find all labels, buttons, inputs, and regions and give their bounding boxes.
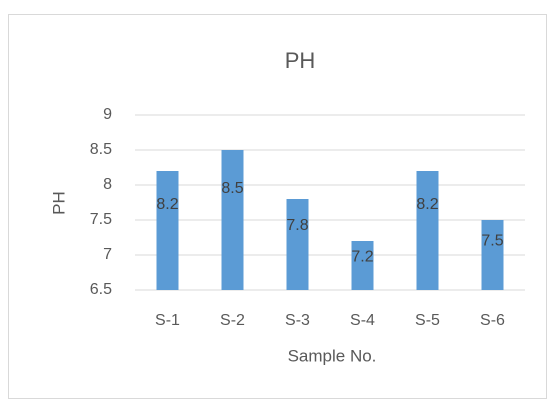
chart-title: PH xyxy=(285,48,316,73)
y-axis-label: PH xyxy=(49,191,68,215)
data-label: 7.8 xyxy=(286,217,308,234)
x-tick-label: S-6 xyxy=(480,312,505,329)
y-tick-label: 9 xyxy=(103,106,112,123)
x-tick-label: S-3 xyxy=(285,312,310,329)
chart-border xyxy=(8,14,547,399)
bar xyxy=(156,171,179,290)
y-tick-label: 8.5 xyxy=(90,141,112,158)
data-label: 8.5 xyxy=(221,180,243,197)
data-label: 8.2 xyxy=(416,196,438,213)
x-tick-label: S-4 xyxy=(350,312,375,329)
data-label: 8.2 xyxy=(156,196,178,213)
x-tick-label: S-5 xyxy=(415,312,440,329)
y-tick-label: 6.5 xyxy=(90,281,112,298)
x-tick-label: S-1 xyxy=(155,312,180,329)
bar xyxy=(221,150,244,290)
bar xyxy=(416,171,439,290)
y-tick-label: 8 xyxy=(103,176,112,193)
data-label: 7.5 xyxy=(481,233,503,250)
y-tick-label: 7.5 xyxy=(90,211,112,228)
x-tick-label: S-2 xyxy=(220,312,245,329)
x-axis-label: Sample No. xyxy=(288,346,377,365)
bar xyxy=(481,220,504,290)
data-label: 7.2 xyxy=(351,248,373,265)
bar xyxy=(286,199,309,290)
y-tick-label: 7 xyxy=(103,246,112,263)
bar xyxy=(351,241,374,290)
